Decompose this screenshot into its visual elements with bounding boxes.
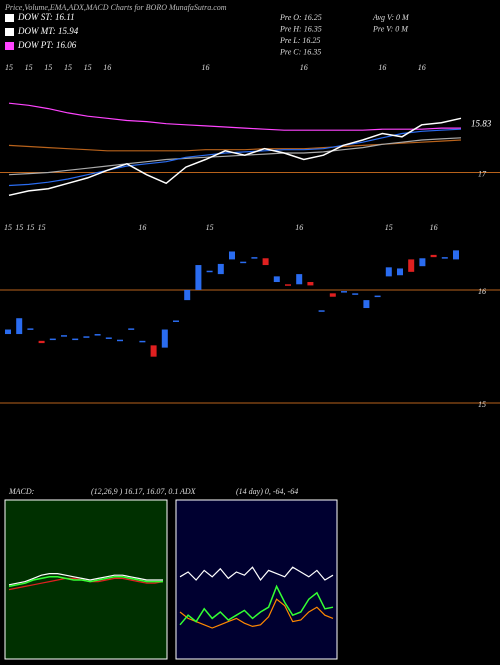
x-tick-label: 16 [378,63,386,72]
stat: Pre V: 0 M [372,24,409,33]
candle-body [161,329,168,348]
x-tick-label: 15 [385,223,393,232]
candle-body [217,263,224,275]
candle-body [105,337,112,339]
candle-body [128,328,135,330]
candle-body [27,328,34,330]
stat: Pre H: 16.35 [279,24,322,33]
series-line [8,573,163,586]
series-line [179,598,334,629]
stat: Pre L: 16.25 [279,36,320,45]
y-tick-label: 15 [478,400,486,409]
candle-body [72,338,79,341]
candle-body [262,258,269,266]
candle-body [184,289,191,301]
panel-params: (12,26,9 ) 16.17, 16.07, 0.1 [91,487,178,496]
series-line [8,102,461,131]
series-line [8,117,462,197]
candle-body [374,295,381,298]
candle-body [229,251,235,260]
candle-body [385,267,392,277]
candle-body [296,274,303,285]
x-tick-label: 15 [206,223,214,232]
candle-body [195,265,202,290]
x-tick-label: 15 [84,63,92,72]
series-line [8,137,462,176]
candle-body [453,250,459,260]
stat: Pre C: 16.35 [279,47,321,56]
candle-body [430,254,437,258]
candle-body [5,329,11,335]
x-tick-label: 16 [300,63,308,72]
legend-swatch [5,28,14,36]
series-line [179,584,334,626]
x-tick-label: 15 [4,223,12,232]
candle-body [139,340,146,343]
y-tick-label: 17 [478,169,487,178]
y-tick-label: 16 [478,287,486,296]
candle-body [94,334,101,336]
x-tick-label: 16 [295,223,303,232]
candle-body [83,336,90,338]
candle-body [341,291,347,293]
panel-title: MACD: [8,487,35,496]
candle-body [318,310,325,312]
stat: Avg V: 0 M [372,13,410,22]
candle-body [251,257,258,259]
legend-label: DOW MT: 15.94 [17,26,79,36]
candle-body [38,340,45,344]
x-tick-label: 16 [418,63,426,72]
x-tick-label: 15 [5,63,13,72]
x-tick-label: 16 [430,223,438,232]
candle-body [441,257,448,259]
candle-body [173,320,179,322]
x-tick-label: 15 [26,223,34,232]
candle-body [285,284,291,286]
candle-body [240,261,247,264]
candle-body [117,339,123,342]
series-line [8,576,163,588]
series-line [179,566,334,582]
x-tick-label: 15 [25,63,33,72]
candle-body [16,318,23,335]
legend-swatch [5,42,14,50]
x-tick-label: 15 [44,63,52,72]
legend-label: DOW ST: 16.11 [17,12,75,22]
candle-body [61,335,67,337]
x-tick-label: 16 [202,63,210,72]
candle-body [150,345,157,357]
candle-body [352,293,359,295]
x-tick-label: 15 [38,223,46,232]
candle-body [329,293,336,297]
candle-body [307,282,314,286]
candle-body [49,338,56,341]
x-tick-label: 16 [138,223,146,232]
candle-body [273,276,280,283]
candle-body [419,258,426,267]
stat: Pre O: 16.25 [279,13,322,22]
x-tick-label: 15 [64,63,72,72]
candle-body [363,300,370,309]
last-price-label: 15.83 [471,118,492,128]
x-tick-label: 16 [103,63,111,72]
x-tick-label: 15 [15,223,23,232]
panel-title: ADX [179,487,197,496]
candle-body [408,259,415,272]
panel-params: (14 day) 0, -64, -64 [236,487,298,496]
legend-label: DOW PT: 16.06 [17,40,77,50]
page-title: Price,Volume,EMA,ADX,MACD Charts for BOR… [4,3,227,12]
candle-body [397,268,403,276]
legend-swatch [5,14,14,22]
panel [175,499,338,660]
candle-body [206,270,213,273]
